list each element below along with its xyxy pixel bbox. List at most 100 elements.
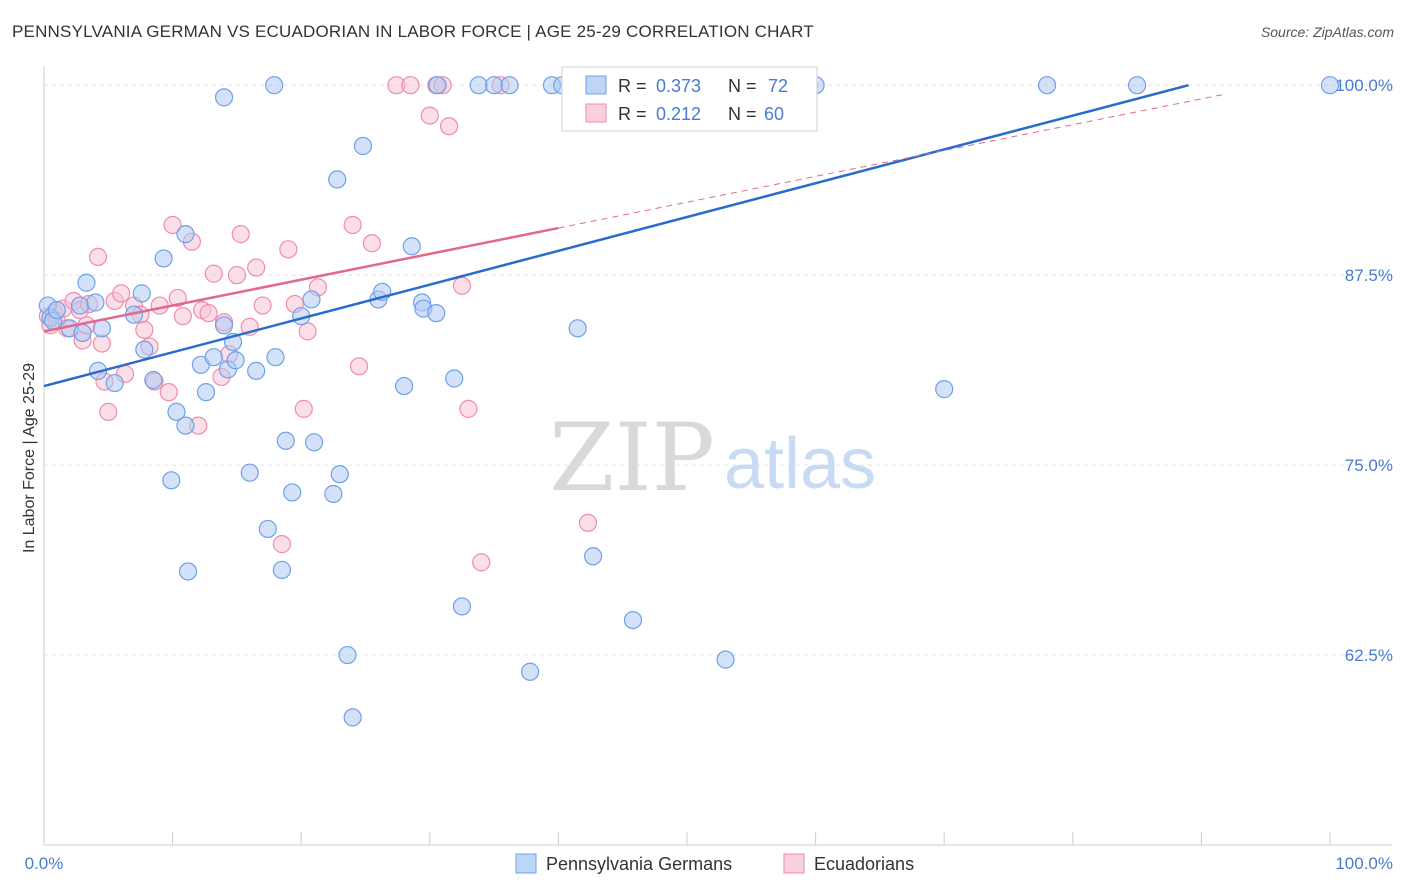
y-tick-label: 87.5%: [1345, 266, 1393, 285]
pennsylvania-german-point: [178, 562, 198, 581]
pennsylvania-german-point: [86, 293, 105, 312]
pennsylvania-german-point: [135, 340, 154, 359]
pennsylvania-german-point: [445, 369, 464, 388]
ecuadorian-point: [227, 266, 246, 285]
x-tick-label: 100.0%: [1335, 854, 1393, 873]
ecuadorian-point: [439, 117, 459, 136]
stats-n-label: N =: [728, 104, 757, 124]
ecuadorian-point: [349, 357, 369, 376]
pennsylvania-german-point: [402, 237, 421, 256]
stats-legend-box: R = 0.373 N = 72 R = 0.212 N = 60: [561, 66, 818, 132]
ecuadorian-point: [199, 304, 218, 323]
ecuadorian-point: [343, 215, 362, 235]
pennsylvania-german-point: [935, 380, 954, 399]
ecuadorian-point: [272, 535, 292, 554]
pennsylvania-german-point: [70, 296, 90, 315]
ecuadorian-point: [578, 513, 598, 532]
pennsylvania-german-point: [167, 402, 186, 422]
pennsylvania-german-point: [77, 273, 96, 292]
ecuadorian-point: [88, 247, 108, 267]
ecuadorian-point: [204, 264, 223, 283]
pennsylvania-german-point: [214, 88, 234, 107]
ecuadorian-point: [279, 240, 298, 259]
ecuadorian-point: [135, 320, 154, 339]
ecuadorian-point: [173, 307, 192, 326]
pennsylvania-german-point: [154, 249, 173, 268]
stats-n-label: N =: [728, 76, 757, 96]
source-credit: Source: ZipAtlas.com: [1260, 24, 1394, 40]
grid-lines: [44, 84, 1392, 656]
pennsylvania-german-point: [328, 170, 347, 189]
legend-swatch-pennsylvania-germans: [515, 853, 537, 874]
ecuadorian-point: [159, 383, 178, 402]
pennsylvania-german-point: [204, 348, 223, 367]
stats-swatch-ecuadorians: [585, 103, 607, 123]
pennsylvania-german-point: [330, 465, 349, 484]
pennsylvania-german-point: [240, 463, 259, 482]
pennsylvania-german-point: [469, 76, 488, 95]
stats-r-label: R =: [618, 104, 647, 124]
trend-line-pennsylvania-germans: [43, 83, 1189, 388]
stats-r-value: 0.212: [656, 104, 701, 124]
ecuadorian-point: [401, 76, 420, 95]
trend-lines: [43, 83, 1228, 388]
pennsylvania-german-point: [276, 431, 295, 450]
ecuadorian-point: [472, 553, 491, 572]
ecuadorian-point: [459, 399, 478, 418]
x-tick-label: 0.0%: [25, 854, 64, 873]
pennsylvania-german-point: [338, 645, 357, 665]
trend-line-ecuadorians: [43, 226, 559, 333]
pennsylvania-german-point: [92, 319, 111, 338]
ecuadorian-point: [112, 284, 131, 303]
pennsylvania-german-point: [584, 547, 603, 566]
pennsylvania-german-point: [272, 560, 292, 580]
ecuadorian-point: [231, 225, 250, 244]
pennsylvania-german-point: [394, 376, 414, 396]
pennsylvania-german-point: [428, 76, 447, 95]
pennsylvania-german-point: [144, 370, 163, 390]
pennsylvania-german-point: [353, 136, 373, 156]
pennsylvania-german-point: [452, 597, 472, 616]
ecuadorian-point: [99, 402, 118, 422]
pennsylvania-german-point: [47, 300, 66, 320]
pennsylvania-german-point: [132, 284, 151, 303]
pennsylvania-german-point: [73, 323, 92, 342]
ecuadorian-point: [163, 215, 182, 235]
y-axis-label: In Labor Force | Age 25-29: [21, 363, 38, 553]
stats-swatch-pennsylvania-germans: [585, 75, 607, 95]
chart-title: PENNSYLVANIA GERMAN VS ECUADORIAN IN LAB…: [12, 22, 814, 41]
ecuadorian-point: [420, 106, 439, 125]
x-tick-labels: 0.0% 100.0%: [25, 854, 1393, 873]
stats-r-label: R =: [618, 76, 647, 96]
ecuadorian-point: [92, 334, 111, 353]
pennsylvania-german-point: [304, 433, 324, 452]
watermark-atlas: atlas: [724, 424, 876, 504]
pennsylvania-german-point: [1127, 76, 1147, 95]
ecuadorian-point: [362, 234, 382, 253]
legend-swatch-ecuadorians: [783, 853, 805, 874]
pennsylvania-german-point: [226, 351, 245, 370]
ecuadorian-point: [452, 276, 472, 295]
watermark: ZIP atlas: [549, 404, 876, 513]
y-tick-label: 75.0%: [1345, 456, 1393, 475]
pennsylvania-german-point: [266, 348, 285, 367]
axes: [43, 66, 1392, 846]
pennsylvania-german-point: [500, 76, 519, 95]
ecuadorian-point: [150, 296, 169, 315]
legend-label-ecuadorians: Ecuadorians: [814, 854, 914, 874]
stats-n-value: 60: [764, 104, 784, 124]
legend-label-pennsylvania-germans: Pennsylvania Germans: [546, 854, 732, 874]
pennsylvania-german-point: [258, 519, 277, 539]
series-legend: Pennsylvania Germans Ecuadorians: [515, 853, 914, 874]
ecuadorian-point: [298, 322, 317, 341]
pennsylvania-german-point: [568, 319, 587, 338]
pennsylvania-german-point: [427, 304, 446, 323]
ecuadorian-point: [168, 288, 187, 308]
pennsylvania-german-point: [1320, 76, 1340, 95]
pennsylvania-german-point: [162, 471, 181, 490]
ecuadorian-point: [253, 296, 272, 315]
pennsylvania-german-point: [176, 416, 195, 435]
watermark-zip: ZIP: [549, 404, 715, 513]
pennsylvania-german-point: [485, 76, 504, 95]
